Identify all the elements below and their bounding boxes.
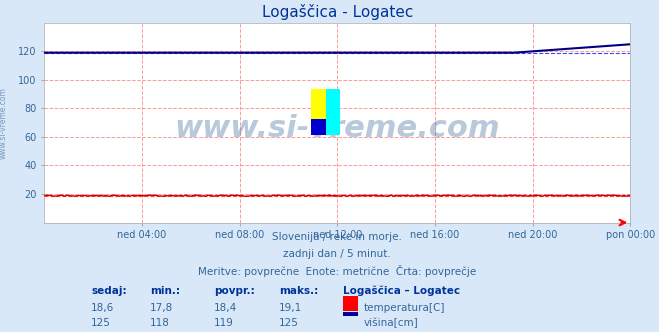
Bar (311, 119, 326, 134)
Bar (343, 312, 358, 327)
Text: 18,4: 18,4 (214, 303, 237, 313)
Text: 18,6: 18,6 (92, 303, 115, 313)
Bar (326, 89, 340, 134)
Text: zadnji dan / 5 minut.: zadnji dan / 5 minut. (283, 249, 391, 259)
Text: Slovenija / reke in morje.: Slovenija / reke in morje. (272, 232, 402, 242)
Text: 17,8: 17,8 (150, 303, 173, 313)
Text: sedaj:: sedaj: (92, 286, 127, 296)
Text: 125: 125 (92, 318, 111, 328)
Text: maks.:: maks.: (279, 286, 318, 296)
Text: 19,1: 19,1 (279, 303, 302, 313)
Text: temperatura[C]: temperatura[C] (364, 303, 445, 313)
Text: višina[cm]: višina[cm] (364, 318, 418, 328)
Bar (311, 89, 326, 119)
Text: min.:: min.: (150, 286, 180, 296)
Text: povpr.:: povpr.: (214, 286, 255, 296)
Text: 118: 118 (150, 318, 170, 328)
Text: www.si-vreme.com: www.si-vreme.com (175, 114, 500, 143)
Text: 119: 119 (214, 318, 234, 328)
Text: Meritve: povprečne  Enote: metrične  Črta: povprečje: Meritve: povprečne Enote: metrične Črta:… (198, 266, 476, 278)
Text: 125: 125 (279, 318, 299, 328)
Text: www.si-vreme.com: www.si-vreme.com (0, 87, 8, 159)
Title: Logaščica - Logatec: Logaščica - Logatec (262, 4, 413, 20)
Text: Logaščica – Logatec: Logaščica – Logatec (343, 286, 460, 296)
Bar (343, 296, 358, 311)
